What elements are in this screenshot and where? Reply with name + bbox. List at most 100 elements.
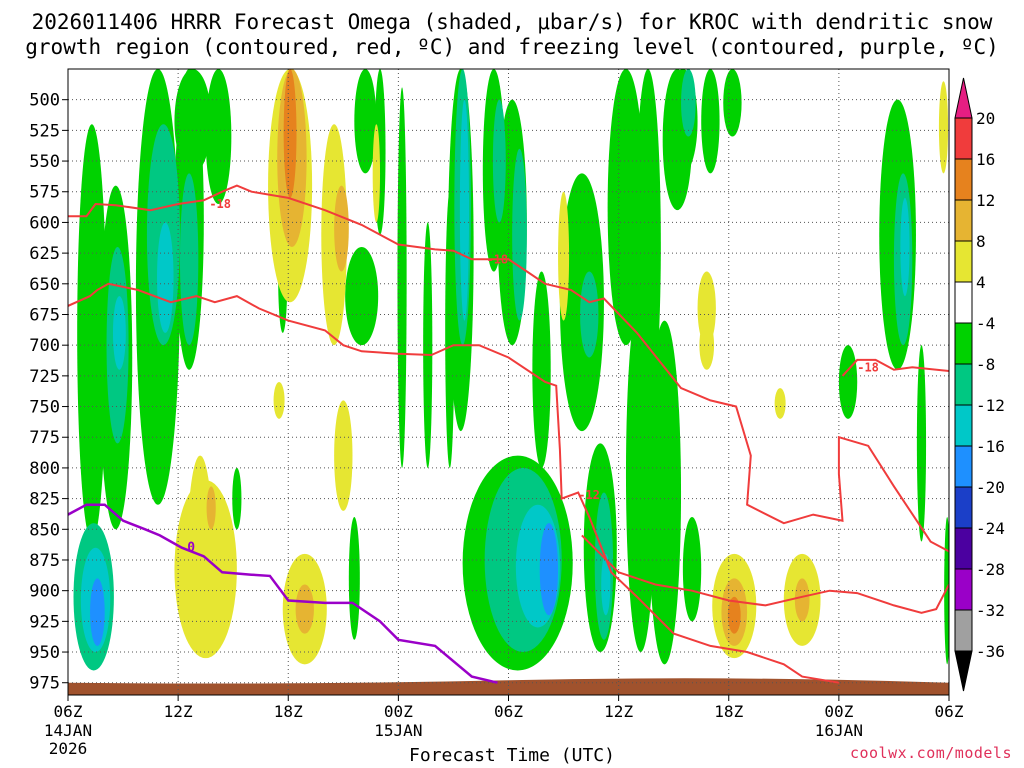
- colorbar-segment: [954, 609, 973, 652]
- omega-contour-blob: [539, 523, 559, 616]
- positive-omega-blob: [727, 596, 741, 634]
- positive-omega-blob: [334, 185, 349, 272]
- y-tick-label: 800: [29, 459, 60, 479]
- colorbar-min-triangle: [954, 650, 973, 692]
- dgz-contour-upper: [68, 184, 949, 553]
- omega-contour-blob: [532, 271, 551, 468]
- colorbar-segment: [954, 527, 973, 570]
- colorbar-tick-label: 16: [976, 150, 995, 169]
- positive-omega-blob: [558, 191, 570, 321]
- positive-omega-blob: [774, 388, 786, 419]
- colorbar-tick-label: -28: [976, 560, 1005, 579]
- chart-title-line1: 2026011406 HRRR Forecast Omega (shaded, …: [31, 10, 993, 34]
- colorbar-segment: [954, 240, 973, 283]
- x-tick-year: 2026: [49, 739, 88, 758]
- colorbar-tick-label: -24: [976, 519, 1005, 538]
- omega-contour-blob: [345, 246, 379, 346]
- positive-omega-blob: [334, 400, 353, 511]
- colorbar-segment: [954, 158, 973, 201]
- omega-contour-blob: [348, 517, 360, 640]
- positive-omega-blob: [699, 320, 715, 370]
- omega-contour-blob: [459, 99, 470, 321]
- omega-contour-blob: [580, 271, 599, 358]
- y-tick-label: 975: [29, 674, 60, 694]
- y-tick-label: 675: [29, 305, 60, 325]
- dgz-contour-label: -18: [486, 252, 508, 266]
- dgz-contour-bottom: [581, 534, 949, 614]
- y-tick-label: 725: [29, 367, 60, 387]
- omega-contour-blob: [205, 69, 232, 205]
- y-tick-label: 750: [29, 398, 60, 418]
- colorbar-tick-label: -32: [976, 601, 1005, 620]
- x-tick-label: 18Z: [714, 702, 743, 721]
- y-tick-label: 525: [29, 121, 60, 141]
- site-credit[interactable]: coolwx.com/models: [849, 744, 1012, 762]
- colorbar-segment: [954, 445, 973, 488]
- y-tick-label: 825: [29, 490, 60, 510]
- x-tick-label: 00Z: [384, 702, 413, 721]
- y-tick-label: 850: [29, 520, 60, 540]
- colorbar-segment: [954, 117, 973, 160]
- omega-contour-blob: [723, 69, 742, 137]
- colorbar-tick-label: -36: [976, 642, 1005, 661]
- colorbar-segment: [954, 486, 973, 529]
- omega-contour-blob: [512, 148, 527, 321]
- colorbar-segment: [954, 281, 973, 324]
- omega-contour-blob: [397, 87, 407, 468]
- colorbar-segment: [954, 568, 973, 611]
- y-tick-label: 775: [29, 428, 60, 448]
- omega-contour-blob: [354, 69, 377, 174]
- colorbar-segment: [954, 404, 973, 447]
- omega-contour-blob: [423, 222, 433, 468]
- positive-omega-blob: [321, 124, 347, 346]
- omega-contour-blob: [607, 69, 645, 346]
- y-tick-label: 950: [29, 643, 60, 663]
- y-tick-label: 700: [29, 336, 60, 356]
- omega-contour-blob: [157, 222, 174, 333]
- omega-contour-blob: [179, 173, 199, 346]
- dgz-contour-right: [841, 358, 949, 377]
- colorbar-tick-label: -16: [976, 437, 1005, 456]
- x-tick-label: 06Z: [494, 702, 523, 721]
- y-tick-label: 575: [29, 183, 60, 203]
- colorbar-tick-label: 4: [976, 273, 986, 292]
- x-tick-label: 12Z: [604, 702, 633, 721]
- colorbar-segment: [954, 199, 973, 242]
- x-tick-label: 18Z: [274, 702, 303, 721]
- positive-omega-blob: [206, 486, 216, 530]
- freezing-level-contour: [68, 503, 498, 684]
- x-tick-label: 12Z: [164, 702, 193, 721]
- colorbar-tick-label: -20: [976, 478, 1005, 497]
- omega-contour-blob: [916, 345, 927, 542]
- chart-title-line2: growth region (contoured, red, ºC) and f…: [25, 35, 999, 59]
- positive-omega-blob: [938, 81, 949, 174]
- x-tick-label: 00Z: [824, 702, 853, 721]
- x-tick-label: 06Z: [54, 702, 83, 721]
- omega-contour-blob: [635, 69, 661, 419]
- y-tick-label: 900: [29, 582, 60, 602]
- y-tick-label: 875: [29, 551, 60, 571]
- omega-contour-blob: [681, 69, 696, 137]
- colorbar-tick-label: 12: [976, 191, 995, 210]
- surface-terrain: [68, 678, 949, 695]
- colorbar-tick-label: -4: [976, 314, 995, 333]
- x-tick-date: 14JAN: [44, 721, 92, 740]
- y-tick-label: 600: [29, 213, 60, 233]
- dgz-contour-lower: [68, 282, 840, 684]
- omega-contour-blob: [601, 553, 611, 616]
- x-axis-title: Forecast Time (UTC): [409, 745, 615, 766]
- dgz-contour-label: -12: [578, 488, 600, 502]
- dgz-contour-label: -18: [857, 360, 879, 374]
- y-tick-label: 500: [29, 91, 60, 111]
- y-tick-label: 625: [29, 244, 60, 264]
- colorbar-tick-label: -8: [976, 355, 995, 374]
- omega-contour-blob: [682, 517, 702, 622]
- positive-omega-blob: [372, 124, 381, 223]
- dgz-contour-label: -18: [209, 197, 231, 211]
- omega-contour-blob: [900, 197, 910, 297]
- positive-omega-blob: [273, 382, 285, 419]
- omega-contour-blob: [90, 578, 105, 646]
- positive-omega-blob: [283, 69, 297, 198]
- omega-contour-blob: [492, 99, 506, 223]
